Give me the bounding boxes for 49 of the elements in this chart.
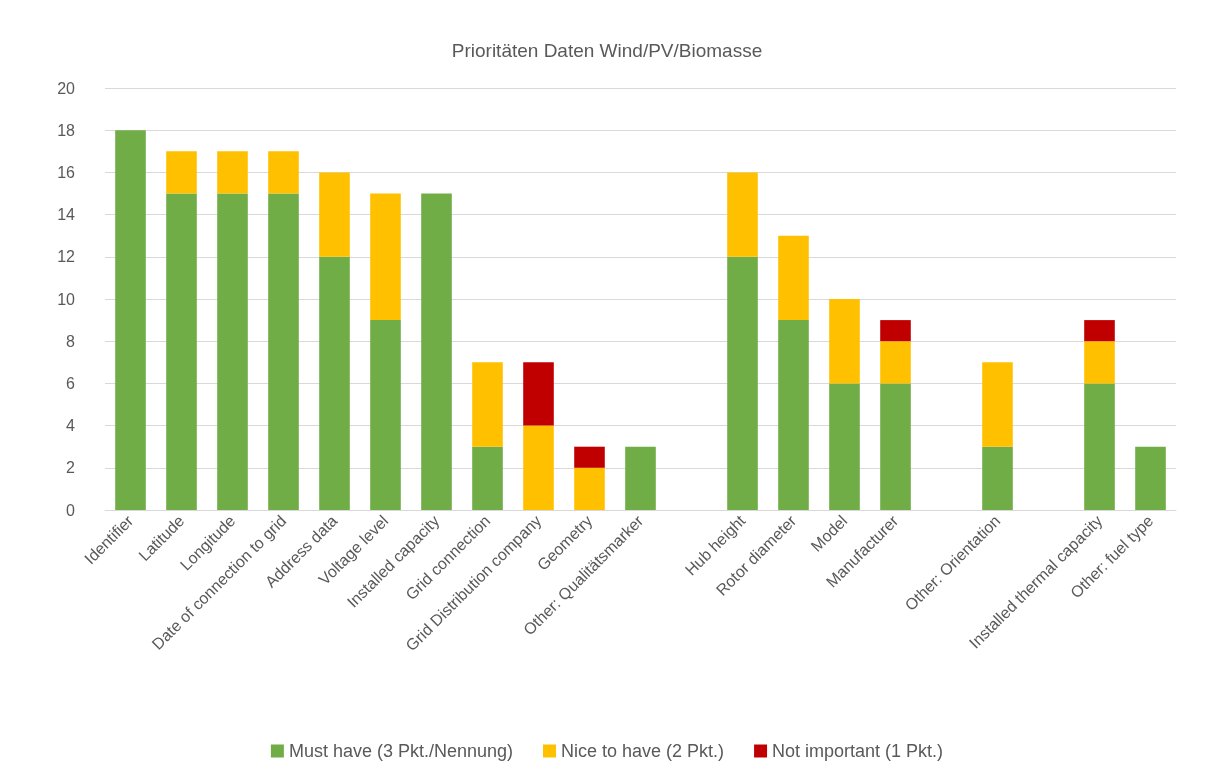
bar <box>166 151 197 194</box>
y-tick-label: 16 <box>57 163 76 181</box>
bar <box>217 193 248 510</box>
y-tick-label: 6 <box>66 374 76 392</box>
bar <box>1084 341 1115 384</box>
bar <box>370 193 401 321</box>
bar <box>472 446 503 510</box>
bar <box>1135 446 1166 510</box>
legend-label: Must have (3 Pkt./Nennung) <box>288 741 514 761</box>
bar <box>319 172 350 257</box>
bar <box>778 320 809 510</box>
bar <box>829 383 860 510</box>
bar <box>1084 320 1115 342</box>
bar <box>982 362 1013 447</box>
bar <box>982 446 1013 510</box>
bar <box>829 299 860 384</box>
y-tick-label: 12 <box>57 248 76 266</box>
y-tick-label: 14 <box>57 206 76 224</box>
bar <box>574 446 605 468</box>
bar <box>625 446 656 510</box>
y-tick-label: 20 <box>57 79 76 97</box>
bar <box>880 383 911 510</box>
chart-title: Prioritäten Daten Wind/PV/Biomasse <box>451 40 763 61</box>
y-tick-label: 8 <box>66 332 76 350</box>
bar <box>421 193 452 510</box>
y-tick-label: 18 <box>57 121 76 139</box>
bar <box>472 362 503 447</box>
bar <box>370 320 401 510</box>
bar <box>523 425 554 510</box>
bar <box>778 235 809 321</box>
bar <box>880 341 911 384</box>
bar <box>217 151 248 194</box>
bar <box>268 151 299 194</box>
y-tick-label: 2 <box>66 459 76 477</box>
bar <box>268 193 299 510</box>
bar <box>319 256 350 510</box>
legend-label: Nice to have (2 Pkt.) <box>561 741 725 761</box>
bar <box>1084 383 1115 510</box>
bar <box>574 467 605 510</box>
legend-label: Not important (1 Pkt.) <box>772 741 944 761</box>
bar <box>727 172 758 257</box>
bar <box>880 320 911 342</box>
y-tick-label: 10 <box>57 290 76 308</box>
bar <box>523 362 554 426</box>
bar <box>115 130 146 510</box>
bar <box>727 256 758 510</box>
y-tick-label: 0 <box>66 501 76 519</box>
y-tick-label: 4 <box>66 417 76 435</box>
bar <box>166 193 197 510</box>
